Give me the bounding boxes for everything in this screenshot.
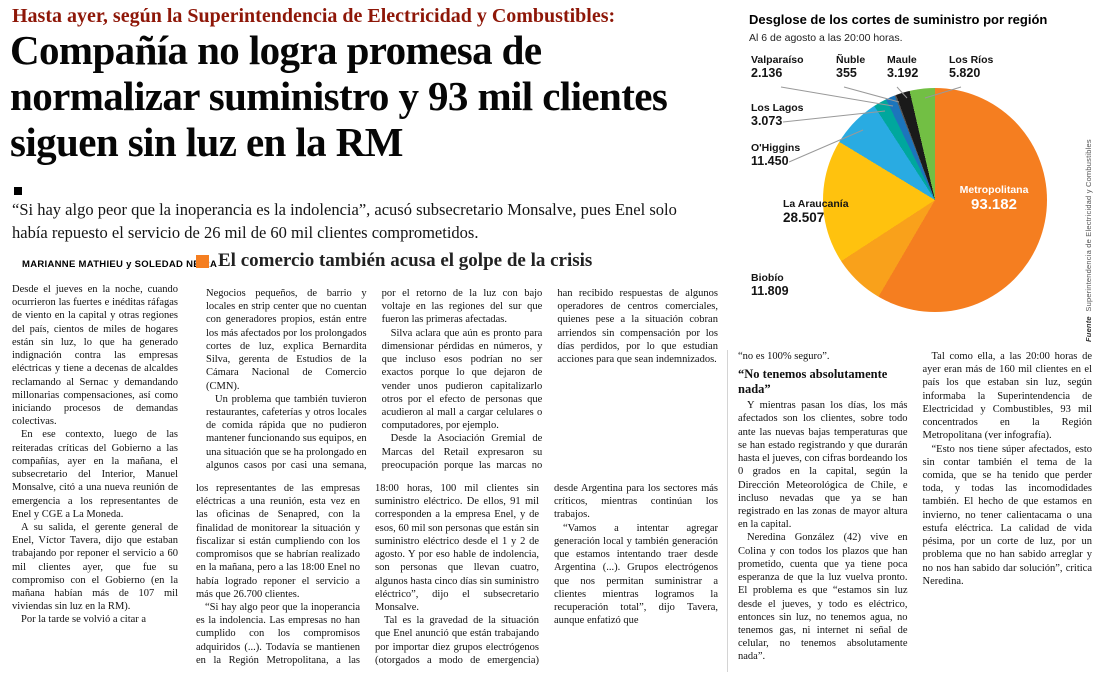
article-paragraph: los representantes de las empresas eléct… bbox=[196, 483, 360, 600]
article-paragraph: Tal como ella, a las 20:00 horas de ayer… bbox=[922, 351, 1093, 442]
pie-label-ohiggins: O'Higgins 11.450 bbox=[751, 142, 800, 169]
article-paragraph: “no es 100% seguro”. bbox=[738, 351, 830, 362]
article-subhead: “No tenemos absolutamente nada” bbox=[738, 367, 888, 397]
pie-label-los-lagos: Los Lagos 3.073 bbox=[751, 102, 804, 129]
commerce-section-title: El comercio también acusa el golpe de la… bbox=[218, 250, 593, 271]
pie-label-valparaiso: Valparaíso 2.136 bbox=[751, 54, 804, 81]
infographic-title: Desglose de los cortes de suministro por… bbox=[749, 12, 1048, 27]
region-name: Biobío bbox=[751, 272, 784, 284]
article-paragraph: En ese contexto, luego de las reiteradas… bbox=[12, 429, 178, 520]
article-paragraph: Negocios pequeños, de barrio y locales e… bbox=[206, 288, 367, 392]
infographic-subtitle: Al 6 de agosto a las 20:00 horas. bbox=[749, 32, 903, 44]
commerce-section-header: El comercio también acusa el golpe de la… bbox=[196, 250, 721, 272]
section-marker-square bbox=[196, 254, 209, 268]
region-name: Los Lagos bbox=[751, 102, 804, 114]
article-paragraph: Tal es la gravedad de la situación que E… bbox=[375, 483, 718, 666]
region-name: O'Higgins bbox=[751, 142, 801, 154]
article-paragraph: Por la tarde se volvió a citar a bbox=[21, 614, 147, 626]
region-name: Los Ríos bbox=[949, 54, 994, 66]
article-paragraph: “Vamos a intentar agregar generación loc… bbox=[554, 522, 718, 627]
region-value: 93.182 bbox=[971, 196, 1017, 214]
region-value: 355 bbox=[836, 66, 857, 81]
headline: Compañía no logra promesa de normalizar … bbox=[10, 27, 668, 165]
commerce-story-text: Negocios pequeños, de barrio y locales e… bbox=[206, 287, 718, 475]
region-name: La Araucanía bbox=[783, 198, 849, 210]
article-column-1: Desde el jueves en la noche, cuando ocur… bbox=[12, 283, 178, 673]
column-divider bbox=[727, 350, 728, 672]
article-paragraph: Silva aclara que aún es pronto para dime… bbox=[381, 327, 543, 432]
source-label: Fuente bbox=[1084, 316, 1093, 342]
kicker: Hasta ayer, según la Superintendencia de… bbox=[12, 5, 616, 27]
article-paragraph: A su salida, el gerente general de Enel,… bbox=[12, 521, 178, 613]
pie-label-nuble: Ñuble 355 bbox=[836, 54, 865, 81]
region-value: 28.507 bbox=[783, 210, 825, 226]
region-value: 3.073 bbox=[751, 114, 783, 129]
article-paragraph: Y mientras pasan los días, los más afect… bbox=[738, 400, 908, 531]
region-name: Valparaíso bbox=[751, 54, 804, 66]
region-name: Maule bbox=[887, 54, 917, 66]
region-value: 11.450 bbox=[751, 154, 789, 169]
pie-label-maule: Maule 3.192 bbox=[887, 54, 918, 81]
infographic-source: Fuente Superintendencia de Electricidad … bbox=[1084, 72, 1093, 342]
article-paragraph: “Esto nos tiene súper afectados, esto si… bbox=[922, 443, 1093, 587]
region-value: 11.809 bbox=[751, 284, 789, 299]
region-name: Metropolitana bbox=[959, 184, 1029, 196]
deck: “Si hay algo peor que la inoperancia es … bbox=[12, 200, 677, 242]
region-name: Ñuble bbox=[836, 54, 866, 66]
pie-chart bbox=[823, 88, 1047, 312]
pie-label-los-rios: Los Ríos 5.820 bbox=[949, 54, 993, 81]
region-value: 5.820 bbox=[949, 66, 981, 81]
article-paragraph: Un problema que también tuvieron restaur… bbox=[206, 288, 543, 471]
byline: MARIANNE MATHIEU y SOLEDAD NEIRA bbox=[22, 259, 218, 270]
article-paragraph: Desde el jueves en la noche, cuando ocur… bbox=[12, 284, 178, 428]
infographic-box: Desglose de los cortes de suministro por… bbox=[737, 8, 1095, 346]
pie-label-la-araucania: La Araucanía 28.507 bbox=[783, 198, 849, 226]
source-text: Superintendencia de Electricidad y Combu… bbox=[1084, 139, 1093, 312]
pie-label-metropolitana: Metropolitana 93.182 bbox=[933, 184, 1055, 214]
deck-bullet-square bbox=[14, 187, 22, 195]
article-paragraph: Desde la Asociación Gremial de Marcas de… bbox=[381, 288, 718, 471]
article-continuation: los representantes de las empresas eléct… bbox=[196, 482, 718, 674]
pie-label-biobio: Biobío 11.809 bbox=[751, 272, 789, 299]
article-right-columns: “no es 100% seguro”. “No tenemos absoluta… bbox=[738, 350, 1092, 674]
region-value: 2.136 bbox=[751, 66, 783, 81]
region-value: 3.192 bbox=[887, 66, 919, 81]
article-paragraph: “Si hay algo peor que la inoperancia es … bbox=[196, 483, 539, 666]
article-paragraph: Neredina González (42) vive en Colina y … bbox=[738, 532, 908, 663]
